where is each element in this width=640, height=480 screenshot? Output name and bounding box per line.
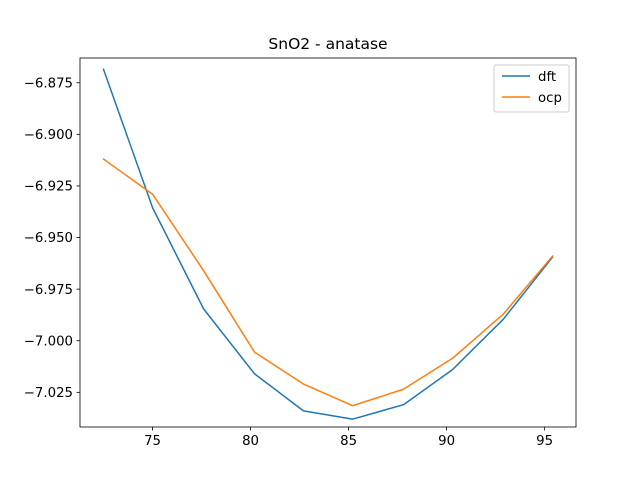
y-tick-label: −6.900 [24,128,73,143]
y-tick-label: −7.025 [24,386,73,401]
legend: dft ocp [493,64,570,113]
y-tick-label: −6.925 [24,180,73,195]
y-axis-ticks: −6.875 −6.900 −6.925 −6.950 −6.975 −7.000 −7.0… [24,76,80,401]
legend-label-dft: dft [538,70,556,85]
plot-frame [79,57,577,428]
x-tick-label: 75 [144,434,161,449]
legend-label-ocp: ocp [538,91,562,106]
series-line-ocp [102,158,554,407]
plot-area [80,58,576,427]
y-tick-label: −6.950 [24,231,73,246]
y-tick-label: −6.875 [24,76,73,91]
series-lines [102,68,554,420]
y-tick-label: −6.975 [24,283,73,298]
series-line-dft [102,68,554,420]
y-tick-label: −7.000 [24,334,73,349]
x-tick-label: 90 [438,434,455,449]
x-tick-label: 85 [340,434,357,449]
x-tick-label: 80 [242,434,259,449]
x-tick-label: 95 [536,434,553,449]
chart-title: SnO2 - anatase [268,35,387,53]
x-axis-ticks: 75 80 85 90 95 [144,427,553,449]
